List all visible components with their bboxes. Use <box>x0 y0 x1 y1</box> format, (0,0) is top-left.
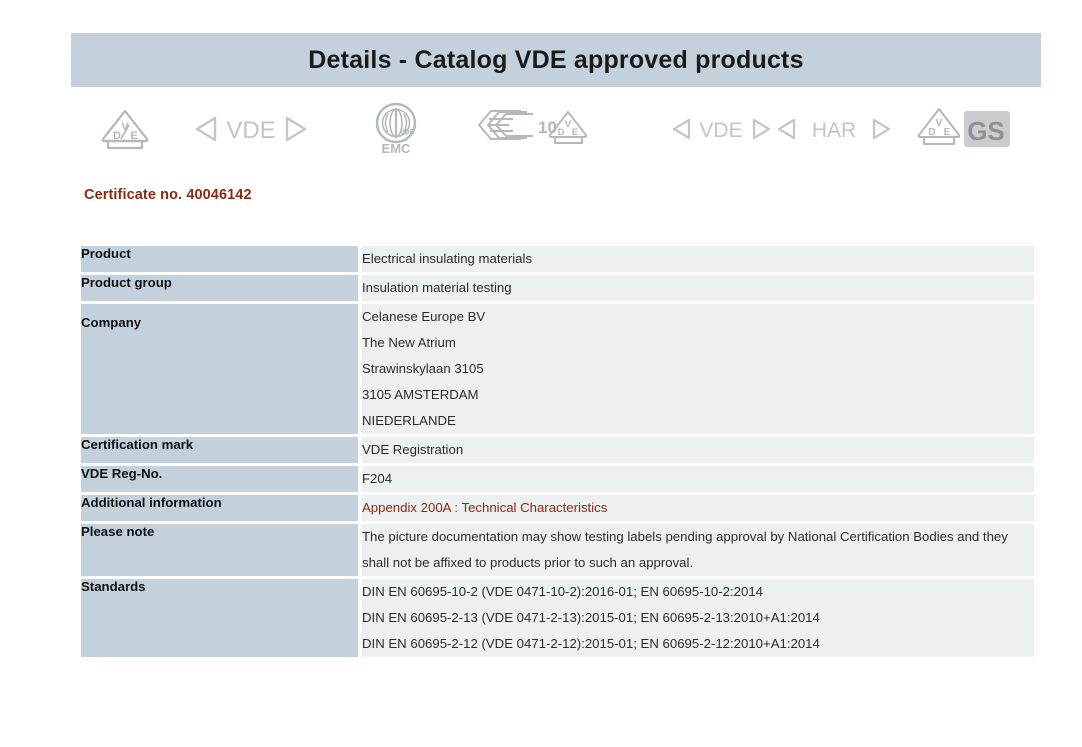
vde-har-mark-icon: VDE HAR <box>669 98 929 160</box>
svg-text:10: 10 <box>538 118 557 137</box>
company-line: 3105 AMSTERDAM <box>362 387 479 402</box>
svg-text:E: E <box>944 127 951 138</box>
column-gap <box>358 495 362 521</box>
row-label-vde-reg-no: VDE Reg-No. <box>81 466 358 492</box>
column-gap <box>358 304 362 434</box>
company-line: The New Atrium <box>362 335 456 350</box>
svg-text:VDE: VDE <box>400 129 415 136</box>
standard-line: DIN EN 60695-10-2 (VDE 0471-10-2):2016-0… <box>362 584 763 599</box>
row-label-certification-mark: Certification mark <box>81 437 358 463</box>
column-gap <box>358 466 362 492</box>
row-value-please-note: The picture documentation may show testi… <box>362 524 1034 576</box>
row-value-product: Electrical insulating materials <box>362 246 1034 272</box>
vde-emc-mark-icon: VDE EMC <box>364 98 428 160</box>
svg-text:EMC: EMC <box>382 141 412 156</box>
page-title: Details - Catalog VDE approved products <box>308 45 804 74</box>
table-row: VDE Reg-No. F204 <box>81 466 1034 492</box>
row-value-certification-mark: VDE Registration <box>362 437 1034 463</box>
svg-text:V: V <box>565 119 571 129</box>
column-gap <box>358 437 362 463</box>
row-value-standards: DIN EN 60695-10-2 (VDE 0471-10-2):2016-0… <box>362 579 1034 657</box>
table-row: Product group Insulation material testin… <box>81 275 1034 301</box>
column-gap <box>358 275 362 301</box>
row-label-product-group: Product group <box>81 275 358 301</box>
svg-text:HAR: HAR <box>812 119 856 142</box>
svg-text:V: V <box>936 118 943 129</box>
table-row: Additional information Appendix 200A : T… <box>81 495 1034 521</box>
row-value-additional-information: Appendix 200A : Technical Characteristic… <box>362 495 1034 521</box>
vde-gs-mark-icon: V D E GS <box>915 98 1015 160</box>
page-title-bar: Details - Catalog VDE approved products <box>71 33 1041 87</box>
svg-text:D: D <box>113 130 121 142</box>
table-row: Please note The picture documentation ma… <box>81 524 1034 576</box>
row-label-please-note: Please note <box>81 524 358 576</box>
row-value-product-group: Insulation material testing <box>362 275 1034 301</box>
column-gap <box>358 246 362 272</box>
en10-vde-mark-icon: 10 V D E <box>477 98 592 160</box>
row-label-standards: Standards <box>81 579 358 657</box>
row-label-company: Company <box>81 304 358 434</box>
svg-text:D: D <box>558 127 565 137</box>
svg-text:VDE: VDE <box>226 117 275 144</box>
certificate-number: Certificate no. 40046142 <box>84 187 252 203</box>
company-line: NIEDERLANDE <box>362 413 456 428</box>
table-row: Company Celanese Europe BV The New Atriu… <box>81 304 1034 434</box>
vde-triangle-mark-icon: V D E <box>95 98 155 160</box>
certificate-details-table: Product Electrical insulating materials … <box>81 243 1034 660</box>
column-gap <box>358 524 362 576</box>
svg-text:GS: GS <box>967 116 1005 146</box>
note-line: The picture documentation may show testi… <box>362 529 1008 544</box>
table-row: Standards DIN EN 60695-10-2 (VDE 0471-10… <box>81 579 1034 657</box>
company-line: Celanese Europe BV <box>362 309 486 324</box>
svg-text:V: V <box>121 121 129 133</box>
appendix-link[interactable]: Appendix 200A : Technical Characteristic… <box>362 500 608 515</box>
company-line: Strawinskylaan 3105 <box>362 361 484 376</box>
certification-marks-strip: V D E VDE <box>81 98 1034 160</box>
column-gap <box>358 579 362 657</box>
svg-text:D: D <box>928 127 935 138</box>
table-row: Product Electrical insulating materials <box>81 246 1034 272</box>
standard-line: DIN EN 60695-2-13 (VDE 0471-2-13):2015-0… <box>362 610 820 625</box>
row-label-product: Product <box>81 246 358 272</box>
svg-text:E: E <box>130 130 137 142</box>
svg-text:E: E <box>572 127 578 137</box>
vde-arrow-mark-icon: VDE <box>193 98 309 160</box>
svg-text:VDE: VDE <box>699 119 742 142</box>
note-line: shall not be affixed to products prior t… <box>362 555 694 570</box>
table-row: Certification mark VDE Registration <box>81 437 1034 463</box>
standard-line: DIN EN 60695-2-12 (VDE 0471-2-12):2015-0… <box>362 636 820 651</box>
row-value-company: Celanese Europe BV The New Atrium Strawi… <box>362 304 1034 434</box>
row-label-additional-information: Additional information <box>81 495 358 521</box>
row-value-vde-reg-no: F204 <box>362 466 1034 492</box>
